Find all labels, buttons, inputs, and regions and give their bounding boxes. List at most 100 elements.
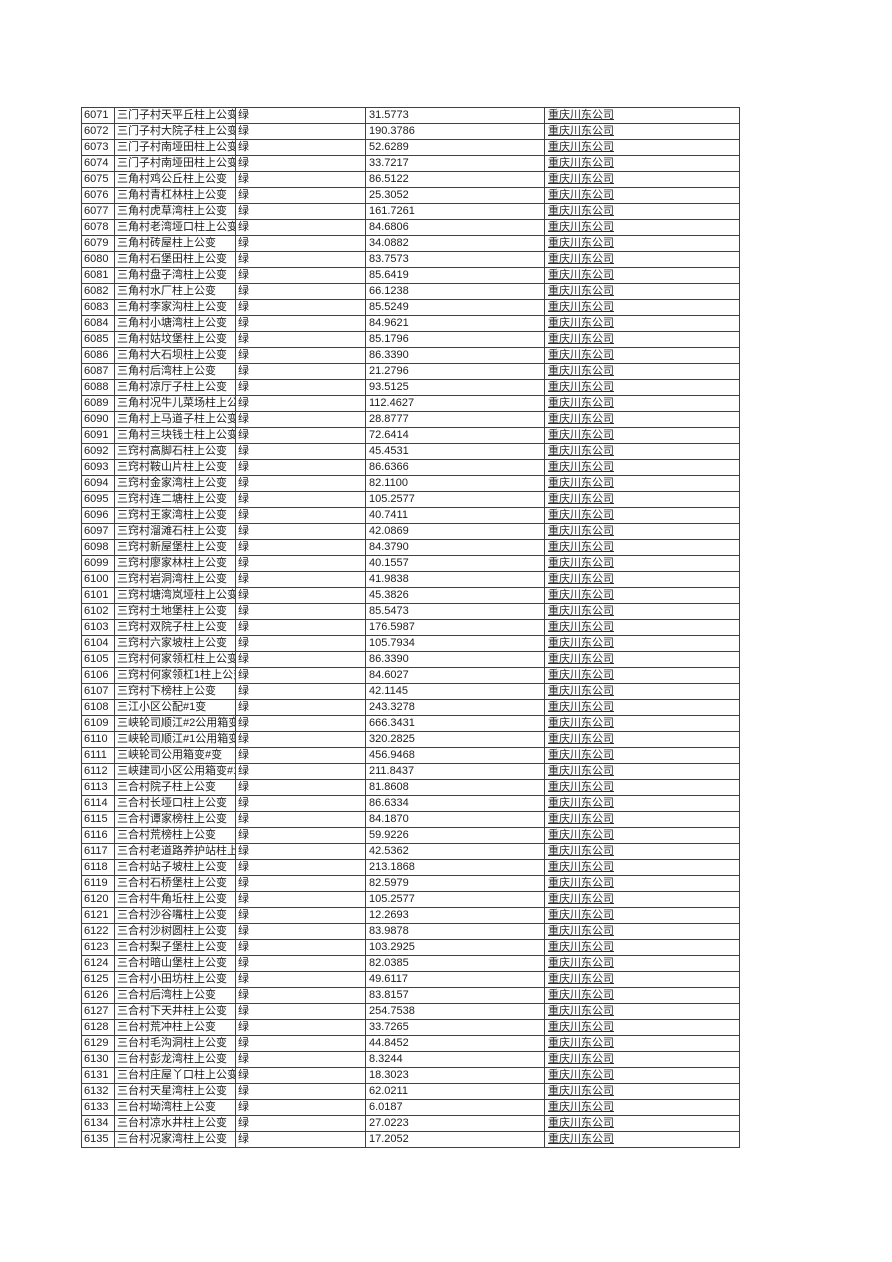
company-link[interactable]: 重庆川东公司 bbox=[548, 509, 614, 521]
status-cell: 绿 bbox=[235, 651, 366, 668]
company-link[interactable]: 重庆川东公司 bbox=[548, 333, 614, 345]
company-link[interactable]: 重庆川东公司 bbox=[548, 781, 614, 793]
company-link[interactable]: 重庆川东公司 bbox=[548, 749, 614, 761]
company-link[interactable]: 重庆川东公司 bbox=[548, 141, 614, 153]
device-name-cell: 三门子村天平丘柱上公变 bbox=[114, 107, 236, 124]
company-link[interactable]: 重庆川东公司 bbox=[548, 125, 614, 137]
company-link[interactable]: 重庆川东公司 bbox=[548, 685, 614, 697]
company-link[interactable]: 重庆川东公司 bbox=[548, 365, 614, 377]
company-link[interactable]: 重庆川东公司 bbox=[548, 1133, 614, 1145]
row-id-cell: 6109 bbox=[81, 715, 115, 732]
company-link[interactable]: 重庆川东公司 bbox=[548, 157, 614, 169]
company-link[interactable]: 重庆川东公司 bbox=[548, 221, 614, 233]
value-cell: 62.0211 bbox=[365, 1083, 545, 1100]
device-name-cell: 三窍村连二塘柱上公变 bbox=[114, 491, 236, 508]
company-link[interactable]: 重庆川东公司 bbox=[548, 973, 614, 985]
company-link[interactable]: 重庆川东公司 bbox=[548, 957, 614, 969]
company-link[interactable]: 重庆川东公司 bbox=[548, 573, 614, 585]
company-link[interactable]: 重庆川东公司 bbox=[548, 525, 614, 537]
company-link[interactable]: 重庆川东公司 bbox=[548, 605, 614, 617]
company-link[interactable]: 重庆川东公司 bbox=[548, 861, 614, 873]
table-row: 6104 三窍村六家坡柱上公变 绿 105.7934 重庆川东公司 bbox=[81, 635, 740, 652]
company-link[interactable]: 重庆川东公司 bbox=[548, 669, 614, 681]
table-row: 6122 三合村沙树圆柱上公变 绿 83.9878 重庆川东公司 bbox=[81, 923, 740, 940]
company-link[interactable]: 重庆川东公司 bbox=[548, 1005, 614, 1017]
company-link[interactable]: 重庆川东公司 bbox=[548, 589, 614, 601]
value-cell: 45.3826 bbox=[365, 587, 545, 604]
value-cell: 190.3786 bbox=[365, 123, 545, 140]
status-cell: 绿 bbox=[235, 1067, 366, 1084]
status-cell: 绿 bbox=[235, 1051, 366, 1068]
company-link[interactable]: 重庆川东公司 bbox=[548, 301, 614, 313]
company-link[interactable]: 重庆川东公司 bbox=[548, 765, 614, 777]
device-name-cell: 三角村姑坟堡柱上公变 bbox=[114, 331, 236, 348]
table-row: 6121 三合村沙谷嘴柱上公变 绿 12.2693 重庆川东公司 bbox=[81, 907, 740, 924]
table-row: 6134 三台村凉水井柱上公变 绿 27.0223 重庆川东公司 bbox=[81, 1115, 740, 1132]
company-link[interactable]: 重庆川东公司 bbox=[548, 461, 614, 473]
company-link[interactable]: 重庆川东公司 bbox=[548, 1069, 614, 1081]
value-cell: 33.7217 bbox=[365, 155, 545, 172]
company-link[interactable]: 重庆川东公司 bbox=[548, 317, 614, 329]
table-row: 6078 三角村老湾垭口柱上公变 绿 84.6806 重庆川东公司 bbox=[81, 219, 740, 236]
company-link[interactable]: 重庆川东公司 bbox=[548, 653, 614, 665]
company-link[interactable]: 重庆川东公司 bbox=[548, 621, 614, 633]
device-name-cell: 三窍村何家领杠柱上公变 bbox=[114, 651, 236, 668]
company-link[interactable]: 重庆川东公司 bbox=[548, 205, 614, 217]
company-link[interactable]: 重庆川东公司 bbox=[548, 397, 614, 409]
company-link[interactable]: 重庆川东公司 bbox=[548, 797, 614, 809]
company-link[interactable]: 重庆川东公司 bbox=[548, 109, 614, 121]
company-link[interactable]: 重庆川东公司 bbox=[548, 733, 614, 745]
company-link[interactable]: 重庆川东公司 bbox=[548, 1117, 614, 1129]
company-link[interactable]: 重庆川东公司 bbox=[548, 285, 614, 297]
row-id-cell: 6110 bbox=[81, 731, 115, 748]
company-link[interactable]: 重庆川东公司 bbox=[548, 237, 614, 249]
company-link[interactable]: 重庆川东公司 bbox=[548, 893, 614, 905]
row-id-cell: 6076 bbox=[81, 187, 115, 204]
company-link[interactable]: 重庆川东公司 bbox=[548, 925, 614, 937]
company-link[interactable]: 重庆川东公司 bbox=[548, 909, 614, 921]
table-row: 6077 三角村虎草湾柱上公变 绿 161.7261 重庆川东公司 bbox=[81, 203, 740, 220]
company-link[interactable]: 重庆川东公司 bbox=[548, 1037, 614, 1049]
value-cell: 83.7573 bbox=[365, 251, 545, 268]
company-link[interactable]: 重庆川东公司 bbox=[548, 269, 614, 281]
company-link[interactable]: 重庆川东公司 bbox=[548, 1021, 614, 1033]
company-link[interactable]: 重庆川东公司 bbox=[548, 557, 614, 569]
company-link[interactable]: 重庆川东公司 bbox=[548, 845, 614, 857]
company-link[interactable]: 重庆川东公司 bbox=[548, 1101, 614, 1113]
company-link[interactable]: 重庆川东公司 bbox=[548, 701, 614, 713]
company-link[interactable]: 重庆川东公司 bbox=[548, 445, 614, 457]
company-link[interactable]: 重庆川东公司 bbox=[548, 1085, 614, 1097]
company-cell: 重庆川东公司 bbox=[544, 587, 740, 604]
company-link[interactable]: 重庆川东公司 bbox=[548, 637, 614, 649]
device-name-cell: 三窍村金家湾柱上公变 bbox=[114, 475, 236, 492]
company-link[interactable]: 重庆川东公司 bbox=[548, 253, 614, 265]
status-cell: 绿 bbox=[235, 267, 366, 284]
company-link[interactable]: 重庆川东公司 bbox=[548, 413, 614, 425]
company-link[interactable]: 重庆川东公司 bbox=[548, 1053, 614, 1065]
company-cell: 重庆川东公司 bbox=[544, 1051, 740, 1068]
company-link[interactable]: 重庆川东公司 bbox=[548, 429, 614, 441]
device-name-cell: 三合村梨子堡柱上公变 bbox=[114, 939, 236, 956]
status-cell: 绿 bbox=[235, 523, 366, 540]
company-link[interactable]: 重庆川东公司 bbox=[548, 989, 614, 1001]
company-link[interactable]: 重庆川东公司 bbox=[548, 381, 614, 393]
value-cell: 34.0882 bbox=[365, 235, 545, 252]
value-cell: 84.3790 bbox=[365, 539, 545, 556]
row-id-cell: 6127 bbox=[81, 1003, 115, 1020]
company-link[interactable]: 重庆川东公司 bbox=[548, 477, 614, 489]
company-link[interactable]: 重庆川东公司 bbox=[548, 941, 614, 953]
company-link[interactable]: 重庆川东公司 bbox=[548, 717, 614, 729]
table-row: 6102 三窍村土地堡柱上公变 绿 85.5473 重庆川东公司 bbox=[81, 603, 740, 620]
company-link[interactable]: 重庆川东公司 bbox=[548, 189, 614, 201]
table-row: 6115 三合村谭家榜柱上公变 绿 84.1870 重庆川东公司 bbox=[81, 811, 740, 828]
company-link[interactable]: 重庆川东公司 bbox=[548, 813, 614, 825]
company-cell: 重庆川东公司 bbox=[544, 875, 740, 892]
company-link[interactable]: 重庆川东公司 bbox=[548, 877, 614, 889]
table-row: 6105 三窍村何家领杠柱上公变 绿 86.3390 重庆川东公司 bbox=[81, 651, 740, 668]
company-link[interactable]: 重庆川东公司 bbox=[548, 173, 614, 185]
company-link[interactable]: 重庆川东公司 bbox=[548, 493, 614, 505]
company-link[interactable]: 重庆川东公司 bbox=[548, 829, 614, 841]
value-cell: 42.0869 bbox=[365, 523, 545, 540]
company-link[interactable]: 重庆川东公司 bbox=[548, 349, 614, 361]
company-link[interactable]: 重庆川东公司 bbox=[548, 541, 614, 553]
